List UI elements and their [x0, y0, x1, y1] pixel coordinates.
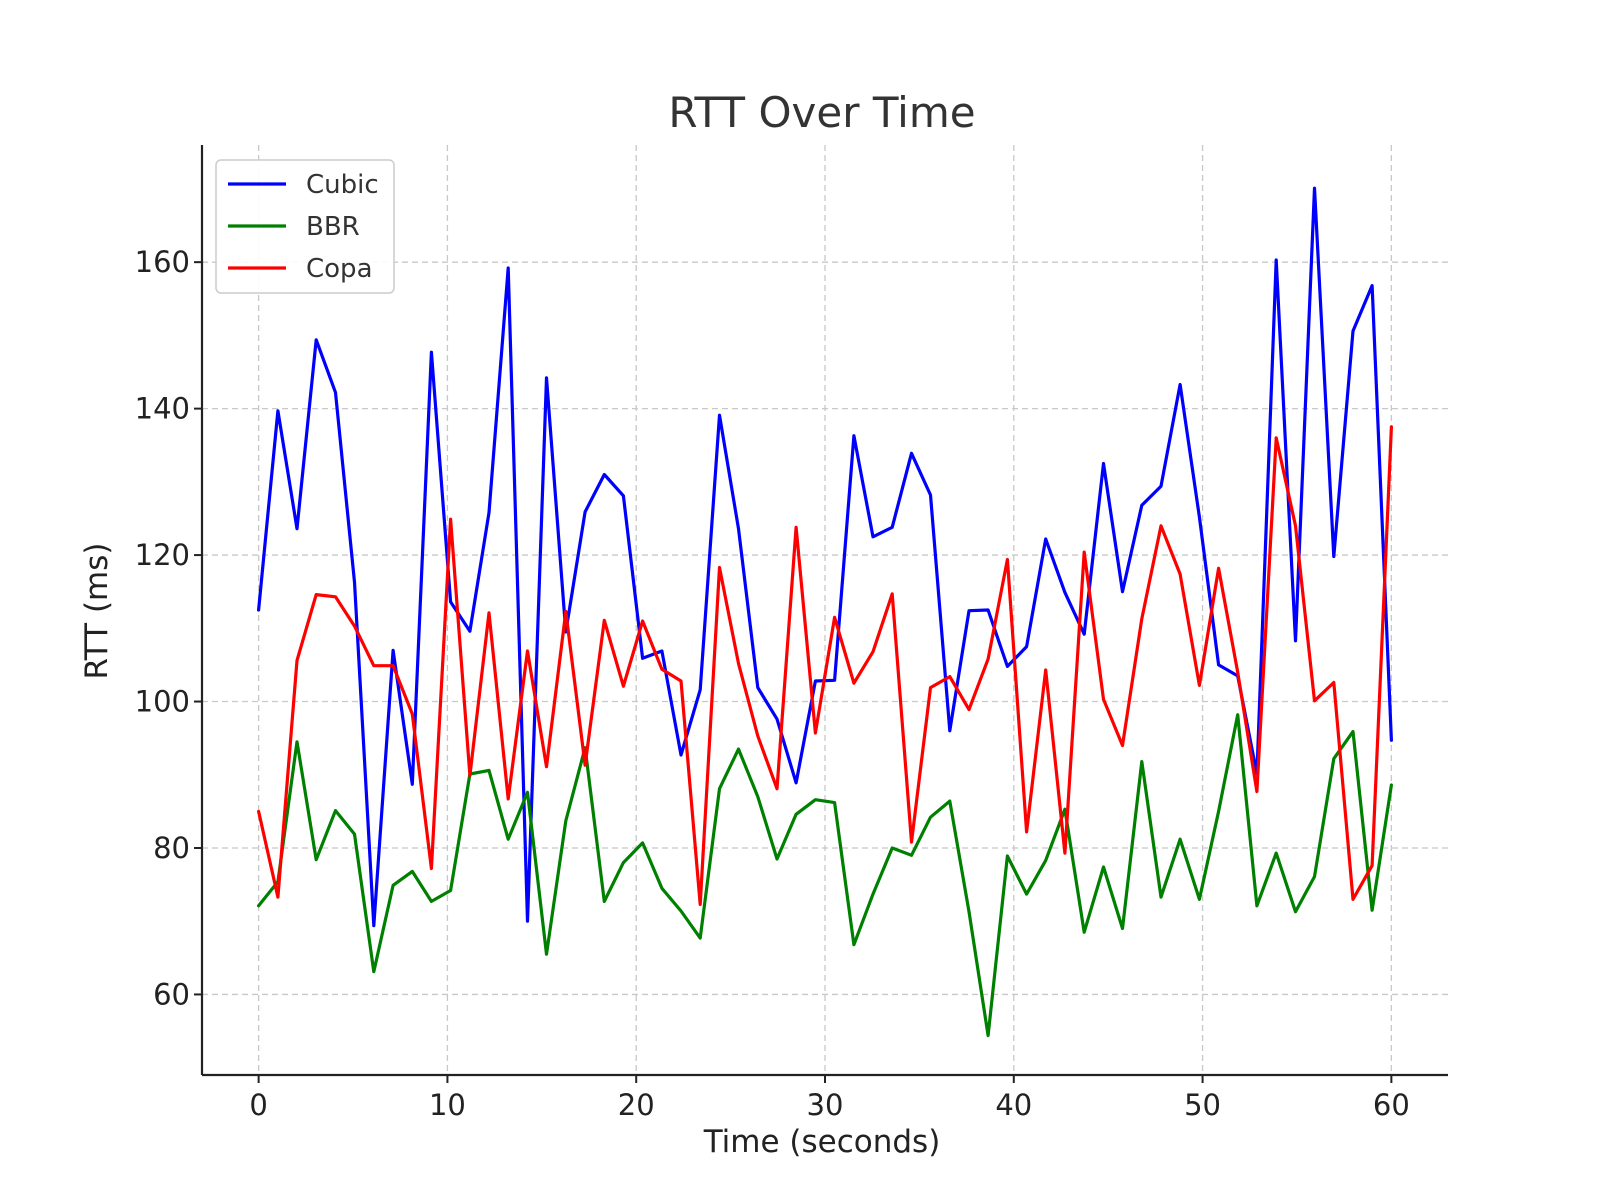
x-tick-label: 50 [1184, 1088, 1221, 1122]
y-tick-label: 120 [135, 538, 190, 572]
x-tick-label: 40 [995, 1088, 1032, 1122]
ticks: 0 10 20 30 40 50 60 60 80 100 120 140 160 [135, 245, 1410, 1122]
series-layer [257, 186, 1394, 1038]
legend: Cubic BBR Copa [215, 159, 395, 294]
y-tick-label: 80 [153, 831, 190, 865]
y-axis-title: RTT (ms) [79, 542, 115, 679]
grid [202, 145, 1448, 1075]
x-tick-label: 20 [618, 1088, 655, 1122]
series-line-copa [257, 425, 1394, 907]
legend-label-copa: Copa [306, 254, 373, 284]
x-tick-label: 10 [429, 1088, 466, 1122]
legend-label-cubic: Cubic [306, 170, 379, 200]
legend-label-bbr: BBR [306, 212, 360, 242]
y-tick-label: 60 [153, 977, 190, 1011]
chart-title: RTT Over Time [668, 88, 975, 137]
x-tick-label: 60 [1373, 1088, 1410, 1122]
x-tick-label: 0 [249, 1088, 267, 1122]
x-tick-label: 30 [807, 1088, 844, 1122]
y-tick-label: 100 [135, 685, 190, 719]
y-tick-label: 160 [135, 245, 190, 279]
legend-box [215, 159, 395, 294]
series-line-bbr [257, 713, 1394, 1038]
x-axis-title: Time (seconds) [703, 1124, 941, 1160]
y-tick-label: 140 [135, 392, 190, 426]
